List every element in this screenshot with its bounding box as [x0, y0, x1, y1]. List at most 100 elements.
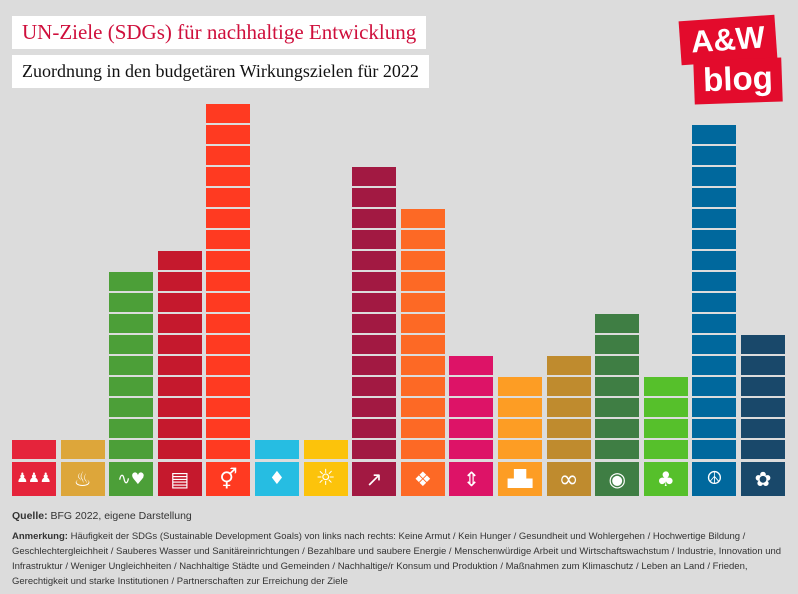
bar-segment [352, 398, 397, 417]
bar-segment [692, 356, 737, 375]
bar-segment [109, 398, 154, 417]
bar-gender-equality [206, 102, 251, 459]
bar-segment [595, 398, 640, 417]
note-goal-name: Weniger Ungleichheiten [70, 561, 172, 572]
bar-reduced-inequalities [449, 354, 494, 459]
bar-segment [400, 230, 445, 249]
note-goal-name: Leben an Land [641, 561, 705, 572]
bar-segment [60, 440, 105, 459]
note-separator: / [740, 531, 746, 542]
bar-sustainable-cities [498, 375, 542, 459]
bar-segment [109, 377, 154, 396]
bar-segment [206, 335, 251, 354]
note-separator: / [108, 546, 117, 557]
chart-subtitle: Zuordnung in den budgetären Wirkungsziel… [12, 55, 429, 88]
bar-segment [692, 398, 737, 417]
bar-segment [157, 314, 202, 333]
bar-climate-action [595, 312, 640, 459]
bar-segment [206, 230, 251, 249]
bar-segment [157, 419, 202, 438]
bar-segment [741, 356, 785, 375]
bar-segment [498, 377, 542, 396]
bar-segment [400, 209, 445, 228]
bar-segment [595, 314, 640, 333]
bar-quality-education [157, 249, 202, 459]
bar-segment [449, 440, 494, 459]
gender-equality-icon: ⚥ [206, 462, 251, 496]
bar-segment [741, 398, 785, 417]
zero-hunger-icon: ♨ [60, 462, 105, 496]
bar-segment [157, 251, 202, 270]
bar-segment [643, 419, 688, 438]
logo-text-blog: blog [693, 57, 783, 105]
bar-segment [206, 440, 251, 459]
bar-segment [352, 209, 397, 228]
no-poverty-icon: ♟♟♟ [12, 462, 56, 496]
bar-segment [498, 419, 542, 438]
aw-blog-logo: A&W blog [676, 12, 790, 108]
note-separator: / [497, 561, 506, 572]
bar-segment [692, 125, 737, 144]
bar-segment [595, 335, 640, 354]
bar-segment [206, 314, 251, 333]
bar-segment [12, 440, 56, 459]
clean-water-icon: ♦ [255, 462, 299, 496]
note-separator: / [329, 561, 338, 572]
bar-industry-innovation [400, 207, 445, 459]
note-separator: / [299, 546, 308, 557]
bar-segment [400, 314, 445, 333]
bar-segment [255, 440, 299, 459]
bar-segment [109, 314, 154, 333]
bar-segment [595, 419, 640, 438]
bar-segment [206, 209, 251, 228]
note-separator: / [633, 561, 642, 572]
bar-segment [692, 293, 737, 312]
bar-segment [352, 356, 397, 375]
bar-segment [692, 167, 737, 186]
bar-segment [157, 272, 202, 291]
bar-responsible-consumption [546, 354, 591, 459]
bar-segment [692, 230, 737, 249]
bar-segment [449, 398, 494, 417]
note-goal-name: Maßnahmen zum Klimaschutz [505, 561, 634, 572]
bar-segment [692, 419, 737, 438]
bar-segment [741, 419, 785, 438]
reduced-inequalities-icon: ⇕ [449, 462, 494, 496]
bar-segment [692, 314, 737, 333]
note-separator: / [644, 531, 653, 542]
bar-segment [400, 440, 445, 459]
bar-segment [352, 314, 397, 333]
bar-segment [109, 335, 154, 354]
bar-segment [643, 398, 688, 417]
bar-segment [692, 146, 737, 165]
bar-segment [109, 272, 154, 291]
bar-segment [546, 398, 591, 417]
note-goal-name: Hochwertige Bildung [652, 531, 741, 542]
bar-segment [352, 335, 397, 354]
bar-segment [400, 251, 445, 270]
chart-title: UN-Ziele (SDGs) für nachhaltige Entwickl… [12, 16, 427, 49]
bar-segment [449, 377, 494, 396]
bar-segment [643, 377, 688, 396]
bar-segment [400, 272, 445, 291]
bar-segment [449, 356, 494, 375]
quality-education-icon: ▤ [157, 462, 202, 496]
bar-segment [109, 419, 154, 438]
bar-clean-energy [303, 438, 348, 459]
bar-segment [157, 356, 202, 375]
bar-segment [595, 440, 640, 459]
note-separator: / [450, 531, 459, 542]
bar-zero-hunger [60, 438, 105, 459]
bar-segment [352, 188, 397, 207]
bar-segment [400, 377, 445, 396]
bar-segment [206, 188, 251, 207]
bar-plot-area: ♟♟♟ ♨ ∿♥ ▤ ⚥ ♦ ☼ ↗ ❖ ⇕ ▟▙ ∞ ◉ ♣ ☮ ✿ [12, 102, 785, 496]
bar-segment [400, 419, 445, 438]
bar-segment [692, 272, 737, 291]
note-goal-name: Partnerschaften zur Erreichung der Ziele [176, 576, 348, 587]
industry-innovation-icon: ❖ [400, 462, 445, 496]
note-separator: / [171, 561, 180, 572]
bar-segment [157, 377, 202, 396]
bar-good-health [109, 270, 154, 459]
